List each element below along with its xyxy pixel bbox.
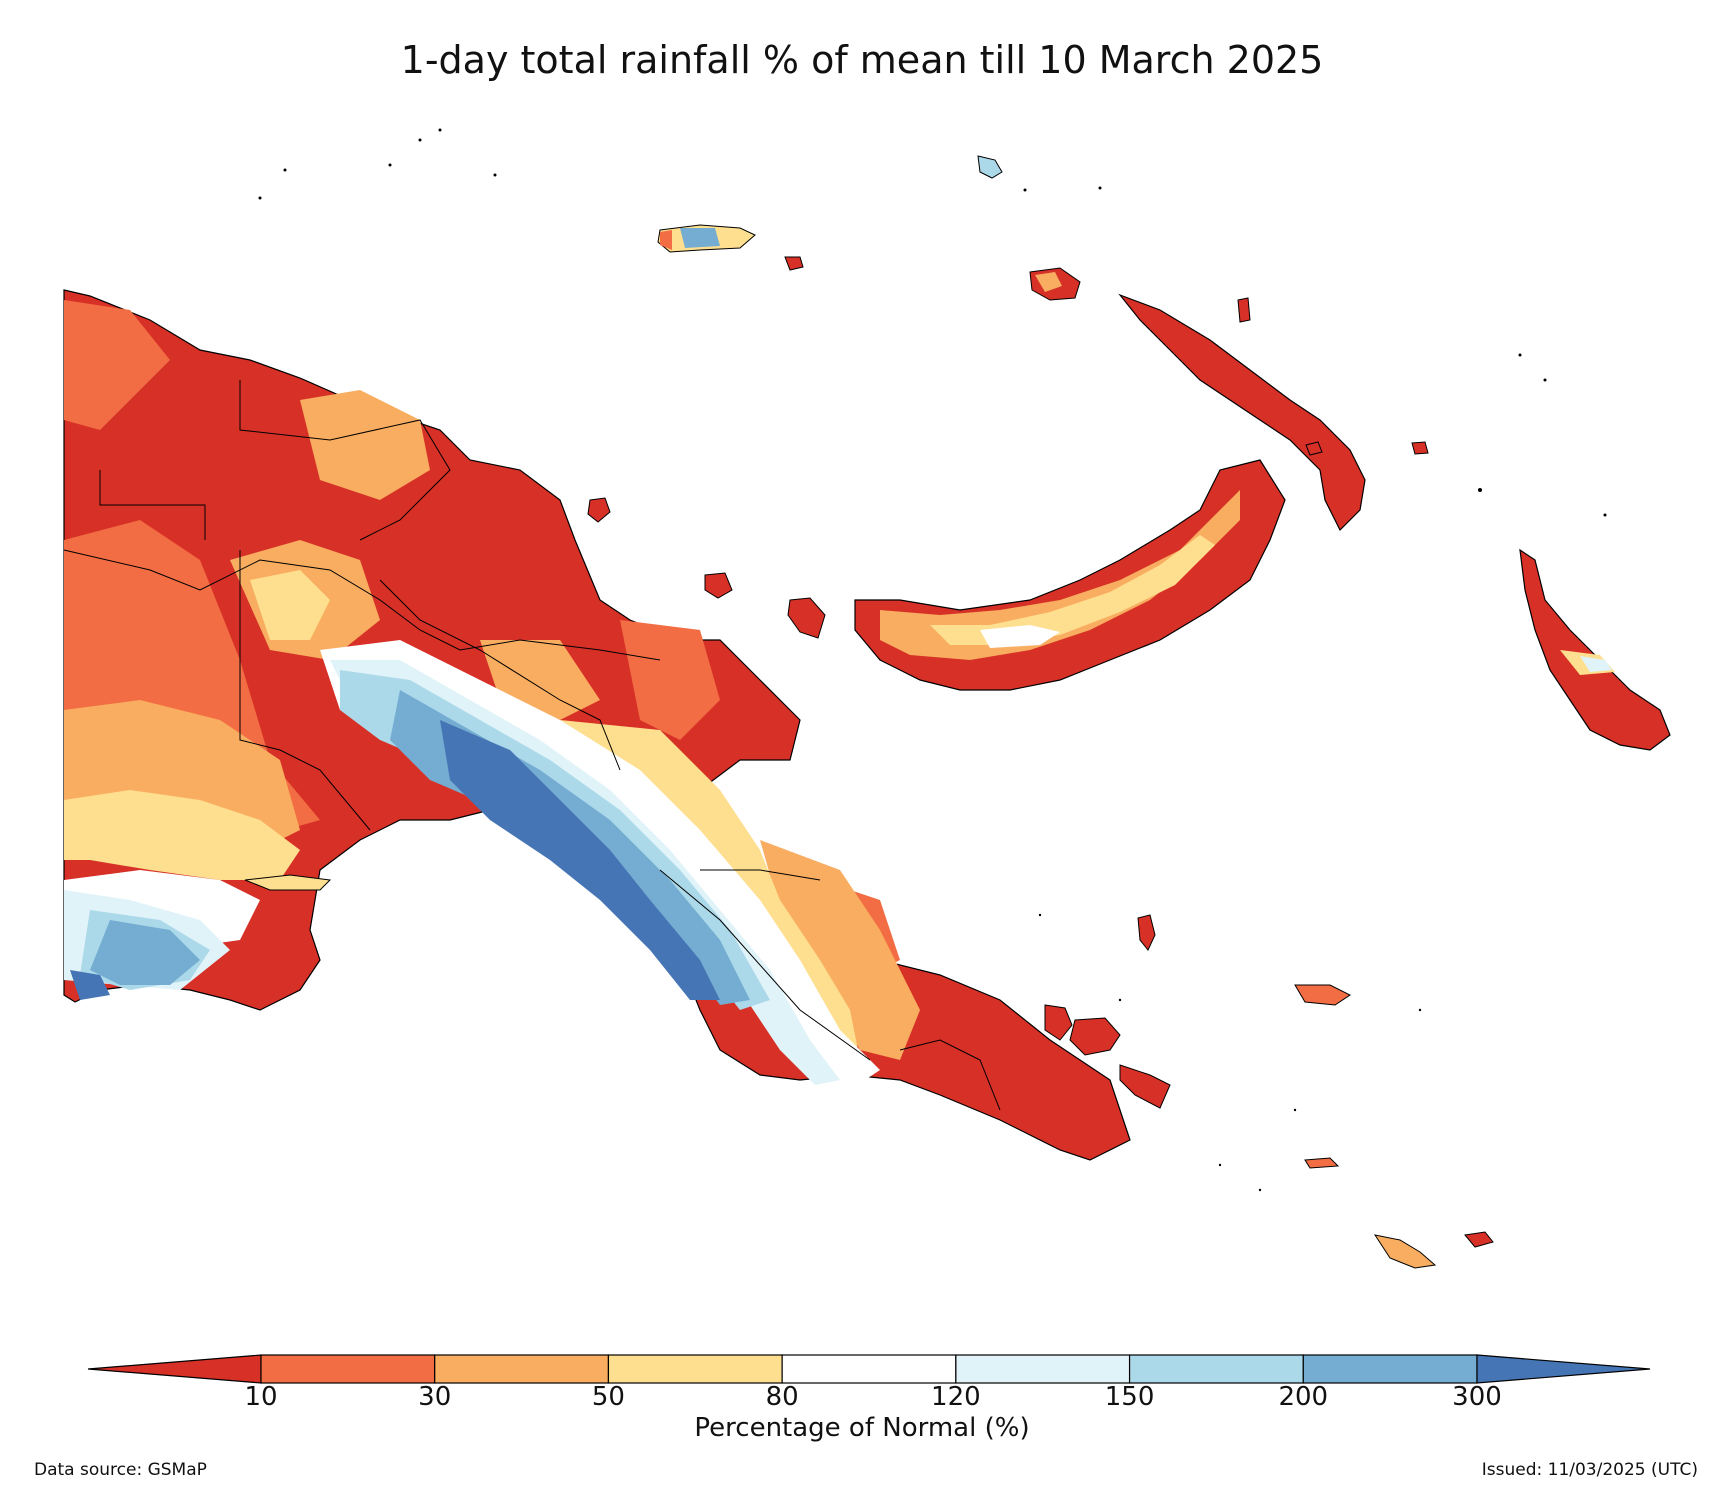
goodenough-island bbox=[1044, 1004, 1073, 1041]
woodlark-island bbox=[1294, 984, 1351, 1006]
colorbar-segment bbox=[260, 1354, 436, 1384]
colorbar-extend-high bbox=[1476, 1354, 1651, 1384]
rossel-island bbox=[1464, 1231, 1494, 1248]
bougainville bbox=[1519, 548, 1671, 751]
data-source-label: Data source: GSMaP bbox=[34, 1460, 207, 1480]
colorbar-tick-label: 50 bbox=[591, 1382, 625, 1412]
map-title: 1-day total rainfall % of mean till 10 M… bbox=[400, 38, 1324, 82]
new-ireland bbox=[1118, 293, 1366, 532]
trobriand-island bbox=[1137, 914, 1156, 951]
contour-over-300 bbox=[70, 720, 720, 1000]
new-hanover-dry bbox=[1035, 272, 1062, 292]
bougainville-wet bbox=[1580, 656, 1612, 672]
normanby-island bbox=[1119, 1064, 1171, 1109]
colorbar-segment bbox=[607, 1354, 783, 1384]
colorbar-segment bbox=[781, 1354, 957, 1384]
new-britain-normal-band bbox=[930, 535, 1215, 645]
colorbar-tick-label: 150 bbox=[1104, 1382, 1155, 1412]
karkar-island bbox=[587, 497, 611, 523]
colorbar-tick-label: 10 bbox=[244, 1382, 278, 1412]
colorbar-tick-label: 30 bbox=[418, 1382, 452, 1412]
colorbar-segment bbox=[1128, 1354, 1304, 1384]
long-island bbox=[704, 572, 733, 599]
tanga-island bbox=[1411, 441, 1429, 455]
colorbar bbox=[87, 1354, 1651, 1384]
colorbar-tick-label: 300 bbox=[1452, 1382, 1502, 1412]
colorbar-tick-label: 80 bbox=[765, 1382, 799, 1412]
province-boundaries bbox=[63, 380, 1001, 1111]
tabar-island bbox=[1237, 297, 1251, 323]
sudest-island bbox=[1373, 1234, 1437, 1269]
colorbar-label: Percentage of Normal (%) bbox=[694, 1413, 1030, 1443]
new-britain-wet-spot bbox=[980, 625, 1060, 648]
colorbar-segment bbox=[434, 1354, 610, 1384]
colorbar-segment bbox=[955, 1354, 1131, 1384]
contour-300 bbox=[90, 690, 750, 1005]
contour-50 bbox=[64, 390, 920, 1060]
rambutyo-island bbox=[784, 256, 804, 271]
manus-island-dry bbox=[660, 230, 672, 250]
colorbar-tick-label: 200 bbox=[1278, 1382, 1329, 1412]
colorbar-segment bbox=[1302, 1354, 1478, 1384]
kiwai-island bbox=[244, 874, 332, 891]
lihir-island bbox=[1305, 441, 1323, 456]
colorbar-tick-label: 120 bbox=[931, 1382, 981, 1412]
small-islets bbox=[258, 128, 1607, 1192]
new-britain-dry-band bbox=[880, 490, 1240, 660]
umboi-island bbox=[787, 597, 826, 639]
mussau-island bbox=[977, 155, 1003, 179]
issued-date-label: Issued: 11/03/2025 (UTC) bbox=[1481, 1460, 1698, 1480]
colorbar-extend-low bbox=[87, 1354, 262, 1384]
fergusson-island bbox=[1069, 1017, 1121, 1056]
manus-island-wet bbox=[680, 228, 720, 248]
misima-island bbox=[1304, 1157, 1340, 1169]
